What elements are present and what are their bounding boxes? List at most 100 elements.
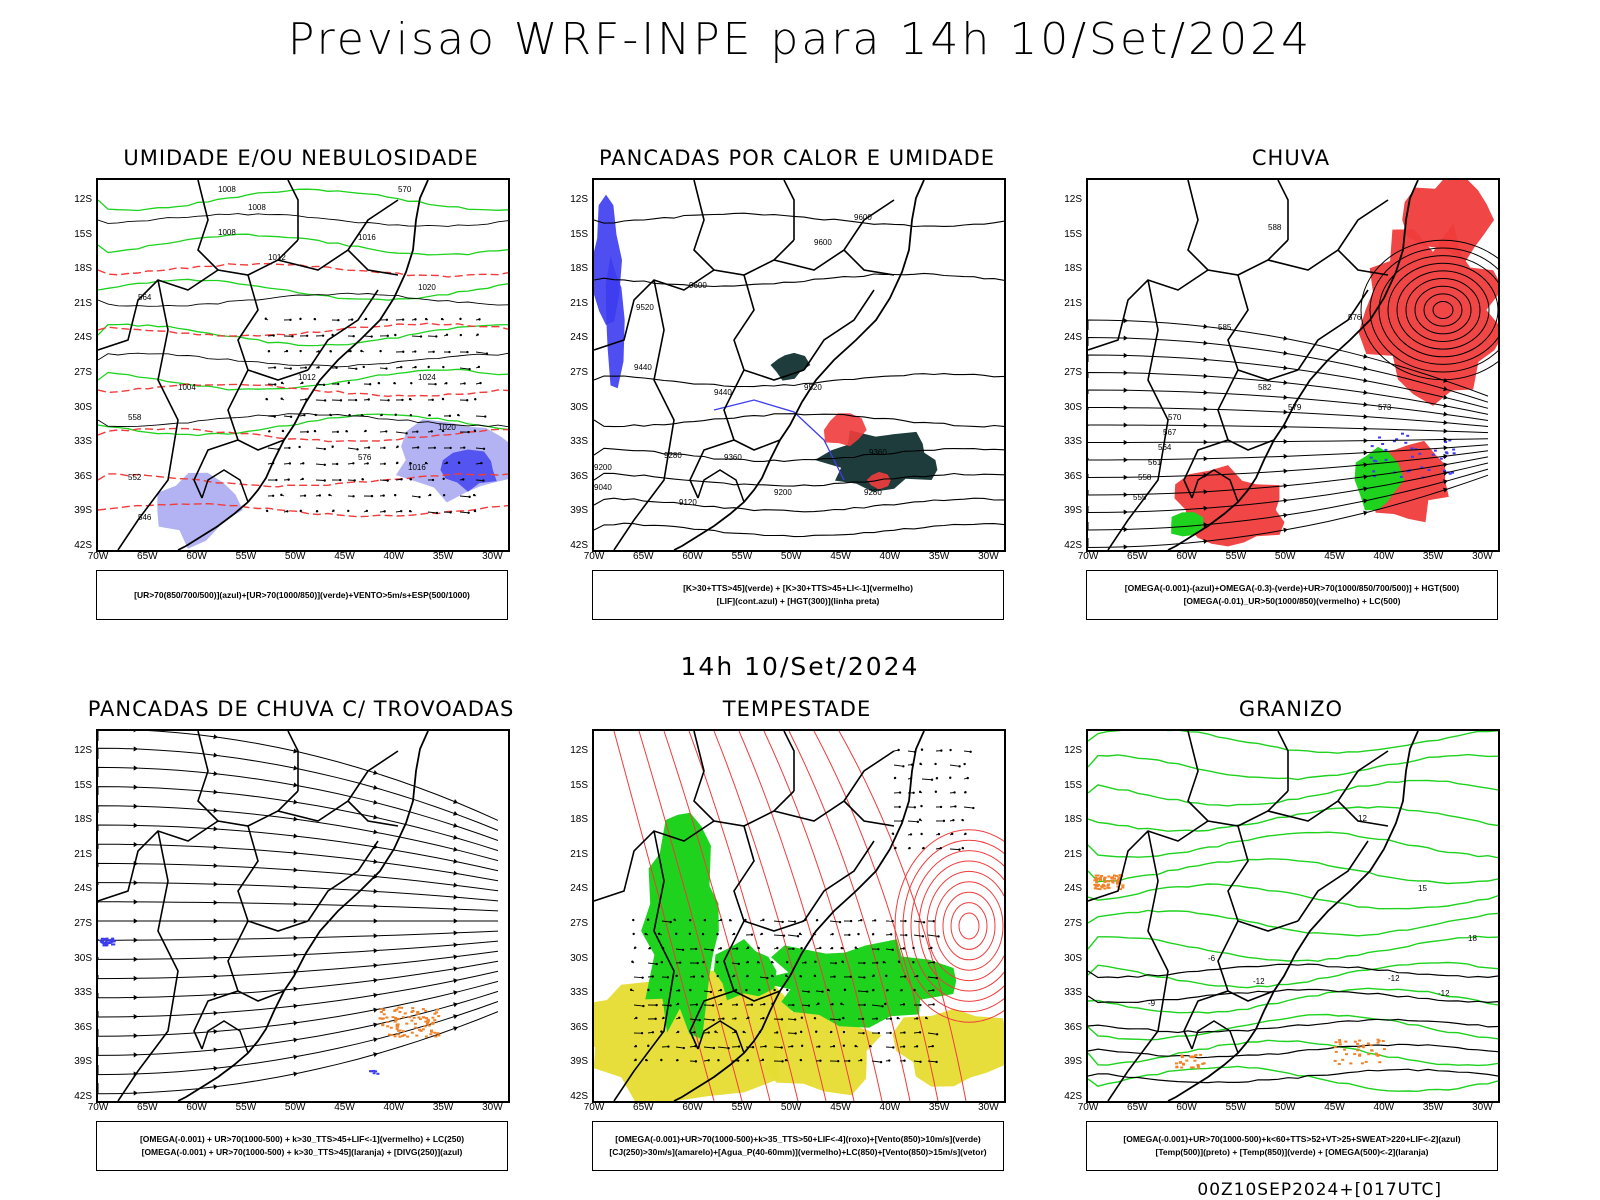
contour-label: 555 (1133, 493, 1147, 502)
flow-arrow (1123, 335, 1128, 341)
vector-head (654, 1017, 657, 1021)
contour-label: 570 (398, 185, 412, 194)
vector-head (336, 430, 339, 434)
temperature-850-contour (1088, 935, 1498, 962)
vector-head (958, 848, 961, 851)
vector-head (473, 509, 477, 513)
vector-head (365, 509, 369, 513)
flow-arrow (1123, 318, 1128, 324)
thunderstorm-point (405, 1022, 409, 1025)
vector-head (660, 960, 664, 964)
vector-head (719, 947, 723, 950)
vector-head (303, 413, 306, 417)
lon-tick-label: 50W (284, 1102, 306, 1113)
vector-head (271, 494, 275, 497)
lon-tick-label: 30W (978, 1102, 999, 1113)
lon-tick-label: 70W (583, 1102, 605, 1113)
contour-label: 582 (1258, 383, 1272, 392)
strong-wind-area (641, 812, 719, 1040)
flow-arrow (213, 936, 218, 943)
map-granizo[interactable]: -12 -12 -12 -9 -6 12 15 18 (1086, 729, 1500, 1103)
vector-head (322, 383, 326, 387)
thunderstorm-point (434, 1035, 438, 1038)
thunderstorm-point (393, 1020, 397, 1023)
lon-tick-label: 65W (137, 1102, 158, 1113)
legend-line: [LIF](cont.azul) + [HGT(300)](linha pret… (716, 596, 880, 606)
vector-head (645, 1058, 648, 1062)
pressure-isobar (98, 352, 508, 368)
omega-point (1102, 885, 1106, 888)
vector-head (323, 447, 327, 451)
vector-head (939, 805, 943, 809)
state-border (613, 279, 675, 550)
vector-head (891, 948, 894, 952)
lif-contour (713, 399, 845, 481)
omega-point (1193, 1055, 1197, 1058)
contour-label: 564 (1158, 443, 1172, 452)
lat-tick-label: 39S (570, 1056, 588, 1068)
omega-point (1375, 1053, 1379, 1056)
omega-point (1362, 1044, 1365, 1047)
flow-arrow (133, 1033, 138, 1039)
river-plata (697, 469, 745, 503)
flow-arrow (373, 784, 378, 790)
streamline-ring (918, 860, 1004, 992)
vector-head (287, 478, 290, 481)
state-border (193, 439, 239, 499)
map-pancadas-calor[interactable]: 9600 9600 9600 9520 9520 9440 9440 9360 9360 9280… (592, 178, 1006, 552)
lon-tick-label: 65W (633, 551, 654, 562)
contour-label: 9520 (804, 383, 822, 392)
omega-point (1189, 1056, 1193, 1059)
vector-head (696, 961, 699, 965)
thunderstorm-point (381, 1023, 385, 1026)
vector-head (387, 399, 390, 402)
contour-label: 576 (358, 453, 372, 462)
map-tempestade[interactable] (592, 729, 1006, 1103)
vector-head (937, 832, 941, 836)
vector-head (634, 1058, 637, 1062)
lon-tick-label: 55W (1225, 1102, 1247, 1113)
vector-head (711, 948, 714, 952)
map-umidade[interactable]: 1008 1008 1008 1012 1016 1020 1024 1004 1012 1020… (96, 178, 510, 552)
vector-head (912, 960, 915, 964)
vector-head (631, 960, 634, 963)
lon-tick-label: 45W (830, 551, 851, 562)
thunderstorm-point (379, 1011, 383, 1014)
omega-point (1111, 879, 1114, 882)
vector-head (737, 1059, 740, 1062)
vector-head (385, 430, 388, 433)
omega-point (1367, 1053, 1371, 1056)
state-border (783, 180, 795, 240)
vector-head (352, 495, 355, 498)
vector-head (831, 932, 834, 936)
map-chuva[interactable]: 588 585 582 579 576 573 570 567 564 561 558 555 (1086, 178, 1500, 552)
contour-label: -12 (1438, 989, 1450, 998)
vector-head (273, 415, 276, 418)
flow-arrow (133, 937, 138, 943)
omega-point (1364, 1060, 1368, 1063)
vector-head (934, 762, 937, 766)
vector-head (288, 462, 292, 465)
vector-head (321, 334, 325, 337)
vector-head (734, 1017, 737, 1020)
temperature-850-contour (1088, 1065, 1498, 1093)
flow-arrow (1123, 526, 1128, 533)
map-trovoadas[interactable] (96, 729, 510, 1103)
streamline (1088, 354, 1489, 409)
vector-head (766, 976, 769, 980)
vector-head (871, 933, 875, 936)
thunderstorm-point (410, 1031, 414, 1034)
flow-arrow (1203, 456, 1208, 462)
vector-head (891, 919, 894, 923)
flow-arrow (1363, 438, 1368, 444)
omega-point (1093, 879, 1097, 882)
vector-head (286, 510, 289, 513)
wind-vector (347, 367, 357, 370)
vector-head (702, 960, 705, 964)
state-border (1227, 825, 1299, 932)
vector-head (655, 1003, 658, 1007)
omega-point (1097, 883, 1100, 886)
thunderstorm-point (396, 1033, 400, 1036)
vector-head (347, 381, 351, 384)
thunderstorm-point (437, 1015, 441, 1018)
